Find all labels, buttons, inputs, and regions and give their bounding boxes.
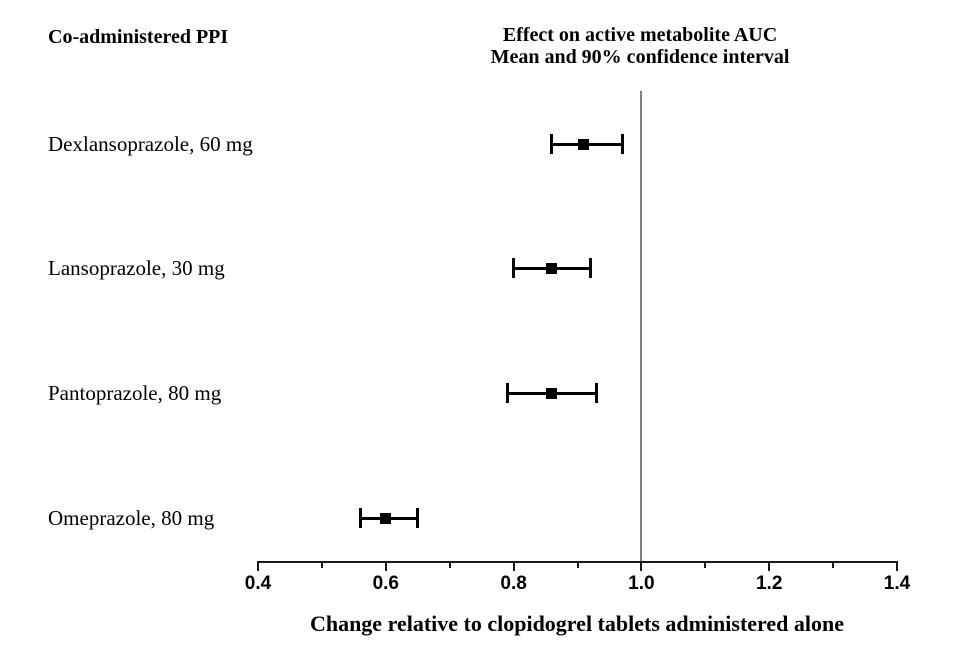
ci-cap-right <box>595 383 599 403</box>
x-major-tick <box>512 563 515 571</box>
x-tick-label: 0.8 <box>500 573 527 594</box>
row-label: Omeprazole, 80 mg <box>48 506 215 530</box>
x-minor-tick <box>576 563 579 568</box>
x-minor-tick <box>320 563 323 568</box>
x-axis-line <box>257 561 898 563</box>
plot-title: Effect on active metabolite AUC Mean and… <box>491 24 790 68</box>
x-major-tick <box>257 563 259 571</box>
x-tick-label: 1.4 <box>883 573 911 594</box>
x-tick-label: 1.0 <box>628 573 655 594</box>
ci-cap-left <box>512 258 516 278</box>
ci-cap-left <box>505 383 509 403</box>
x-major-tick <box>896 563 898 571</box>
mean-marker <box>380 512 392 524</box>
row-label: Pantoprazole, 80 mg <box>48 381 222 405</box>
reference-line <box>640 91 643 568</box>
x-major-tick <box>768 563 771 571</box>
ci-cap-left <box>550 134 554 154</box>
x-major-tick <box>640 563 643 571</box>
x-minor-tick <box>704 563 707 568</box>
ci-cap-left <box>358 508 362 528</box>
x-minor-tick <box>832 563 835 568</box>
x-tick-label: 1.2 <box>755 573 783 594</box>
mean-marker <box>578 138 590 150</box>
x-axis-label: Change relative to clopidogrel tablets a… <box>309 611 845 636</box>
x-major-tick <box>384 563 387 571</box>
x-minor-tick <box>448 563 451 568</box>
plot-title-line1: Effect on active metabolite AUC <box>502 24 778 46</box>
mean-marker <box>546 387 558 399</box>
left-column-title: Co-administered PPI <box>48 26 229 48</box>
row-label: Lansoprazole, 30 mg <box>48 256 225 280</box>
row-label: Dexlansoprazole, 60 mg <box>48 132 253 156</box>
x-tick-label: 0.4 <box>244 573 272 594</box>
ci-cap-right <box>416 508 420 528</box>
ci-cap-right <box>588 258 592 278</box>
mean-marker <box>546 262 558 274</box>
ci-cap-right <box>620 134 624 154</box>
plot-title-line2: Mean and 90% confidence interval <box>490 46 790 68</box>
x-tick-label: 0.6 <box>372 573 400 594</box>
